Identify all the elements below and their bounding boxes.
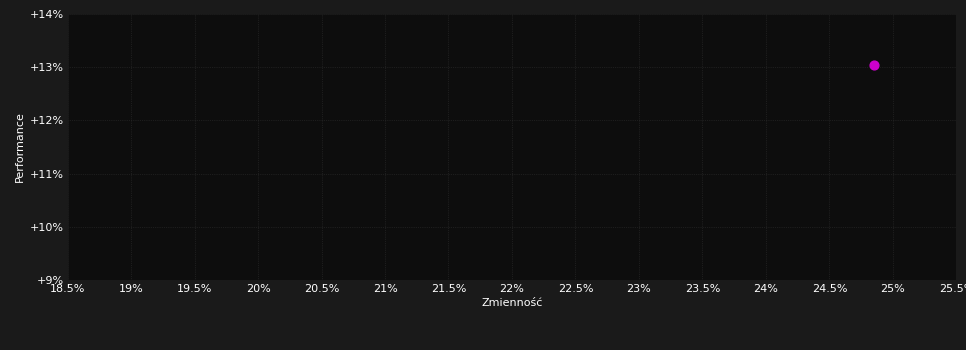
Point — [867, 62, 882, 67]
X-axis label: Zmienność: Zmienność — [481, 298, 543, 308]
Y-axis label: Performance: Performance — [15, 112, 25, 182]
